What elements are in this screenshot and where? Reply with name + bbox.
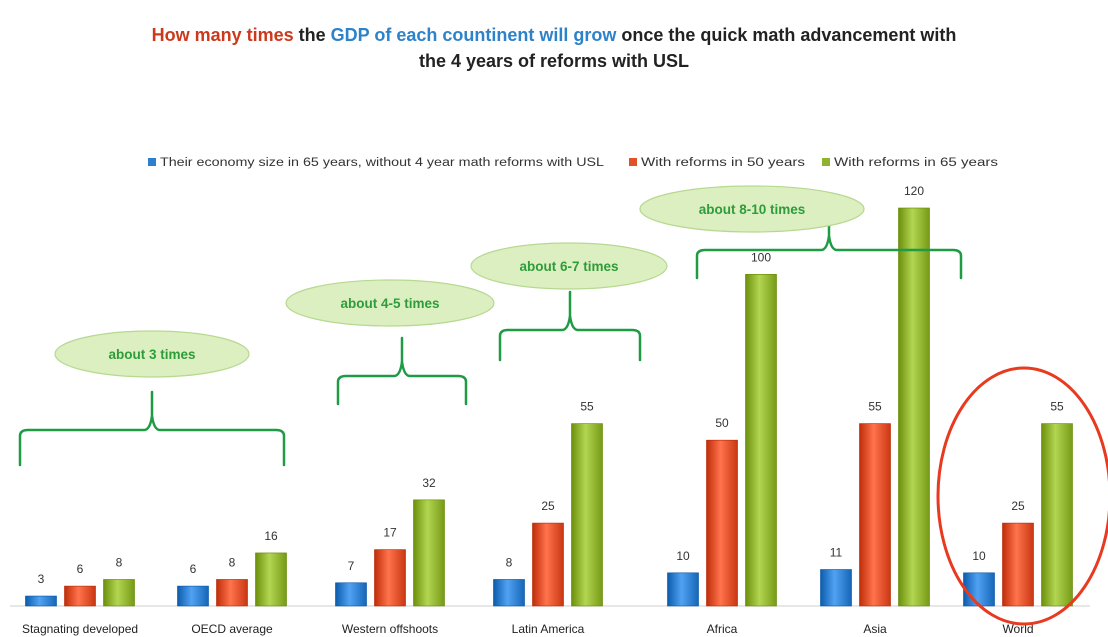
bar-world-series-2: [1002, 522, 1034, 607]
data-label: 10: [972, 549, 986, 563]
bar-africa-series-2: [706, 439, 738, 607]
data-label: 16: [264, 529, 278, 543]
x-tick-label: OECD average: [191, 622, 273, 636]
bar-western-offshoots-series-1: [335, 582, 367, 607]
callout-about-3-times-bubble: [54, 330, 250, 378]
data-label: 8: [116, 555, 123, 569]
data-label: 11: [830, 546, 843, 560]
bar-africa-series-3: [745, 274, 777, 607]
data-label: 6: [190, 562, 197, 576]
bar-latin-america-series-2: [532, 522, 564, 607]
data-label: 55: [580, 400, 594, 414]
data-label: 50: [715, 416, 729, 430]
callout-about-3-times-text: about 3 times: [108, 347, 195, 362]
data-label: 7: [348, 559, 355, 573]
legend-label-3: With reforms in 65 years: [834, 157, 998, 169]
bar-stagnating-developed-series-2: [64, 585, 96, 607]
legend-label-2: With reforms in 50 years: [641, 157, 805, 169]
bar-asia-series-1: [820, 569, 852, 607]
data-label: 55: [868, 400, 882, 414]
data-label: 17: [383, 526, 397, 540]
callout-about-8-10-times-bubble: [639, 185, 865, 233]
data-label: 25: [1011, 499, 1025, 513]
title-part-4: once the quick math advancement with: [616, 25, 957, 45]
callout-about-8-10-times-text: about 8-10 times: [699, 202, 806, 217]
bar-stagnating-developed-series-3: [103, 579, 135, 607]
bar-world-series-3: [1041, 423, 1073, 607]
data-label: 32: [422, 476, 436, 490]
world-highlight-circle: [936, 366, 1108, 626]
x-tick-label: World: [1002, 622, 1033, 636]
data-label: 8: [229, 555, 236, 569]
x-tick-label: Asia: [863, 622, 887, 636]
legend-swatch-1: [148, 158, 156, 166]
x-tick-label: Stagnating developed: [22, 622, 138, 636]
callout-about-4-5-times-text: about 4-5 times: [340, 296, 439, 311]
bar-western-offshoots-series-2: [374, 549, 406, 607]
x-tick-label: Africa: [707, 622, 738, 636]
data-label: 6: [77, 562, 84, 576]
x-tick-label: Western offshoots: [342, 622, 438, 636]
bar-world-series-1: [963, 572, 995, 607]
data-label: 25: [541, 499, 555, 513]
bar-oecd-average-series-2: [216, 579, 248, 607]
title-part-3: GDP of each countinent will grow: [330, 25, 617, 45]
callout-about-6-7-times-text: about 6-7 times: [519, 259, 618, 274]
bar-asia-series-3: [898, 207, 930, 607]
data-label: 10: [676, 549, 690, 563]
callout-about-4-5-times-bubble: [285, 279, 495, 327]
legend-swatch-2: [629, 158, 637, 166]
title-line-1: How many times the GDP of each countinen…: [0, 22, 1108, 48]
bar-western-offshoots-series-3: [413, 499, 445, 607]
bar-stagnating-developed-series-1: [25, 595, 57, 607]
data-label: 3: [38, 572, 45, 586]
bar-oecd-average-series-1: [177, 585, 209, 607]
bar-latin-america-series-3: [571, 423, 603, 607]
bar-africa-series-1: [667, 572, 699, 607]
bracket-stagnating-oecd: [18, 415, 286, 467]
chart-title: How many times the GDP of each countinen…: [0, 22, 1108, 74]
bracket-western-offshoots: [336, 361, 468, 406]
bar-latin-america-series-1: [493, 579, 525, 607]
x-tick-label: Latin America: [512, 622, 585, 636]
title-part-1: How many times: [151, 25, 294, 45]
data-label: 100: [751, 250, 771, 264]
title-part-2: the: [293, 25, 331, 45]
bar-asia-series-2: [859, 423, 891, 607]
callout-about-6-7-times-bubble: [470, 242, 668, 290]
data-label: 55: [1050, 400, 1064, 414]
data-label: 120: [904, 184, 924, 198]
legend-label-1: Their economy size in 65 years, without …: [160, 157, 605, 169]
bar-oecd-average-series-3: [255, 552, 287, 607]
title-line-2: the 4 years of reforms with USL: [418, 51, 690, 71]
bracket-latin-america: [498, 315, 642, 362]
data-label: 8: [506, 555, 513, 569]
legend-swatch-3: [822, 158, 830, 166]
